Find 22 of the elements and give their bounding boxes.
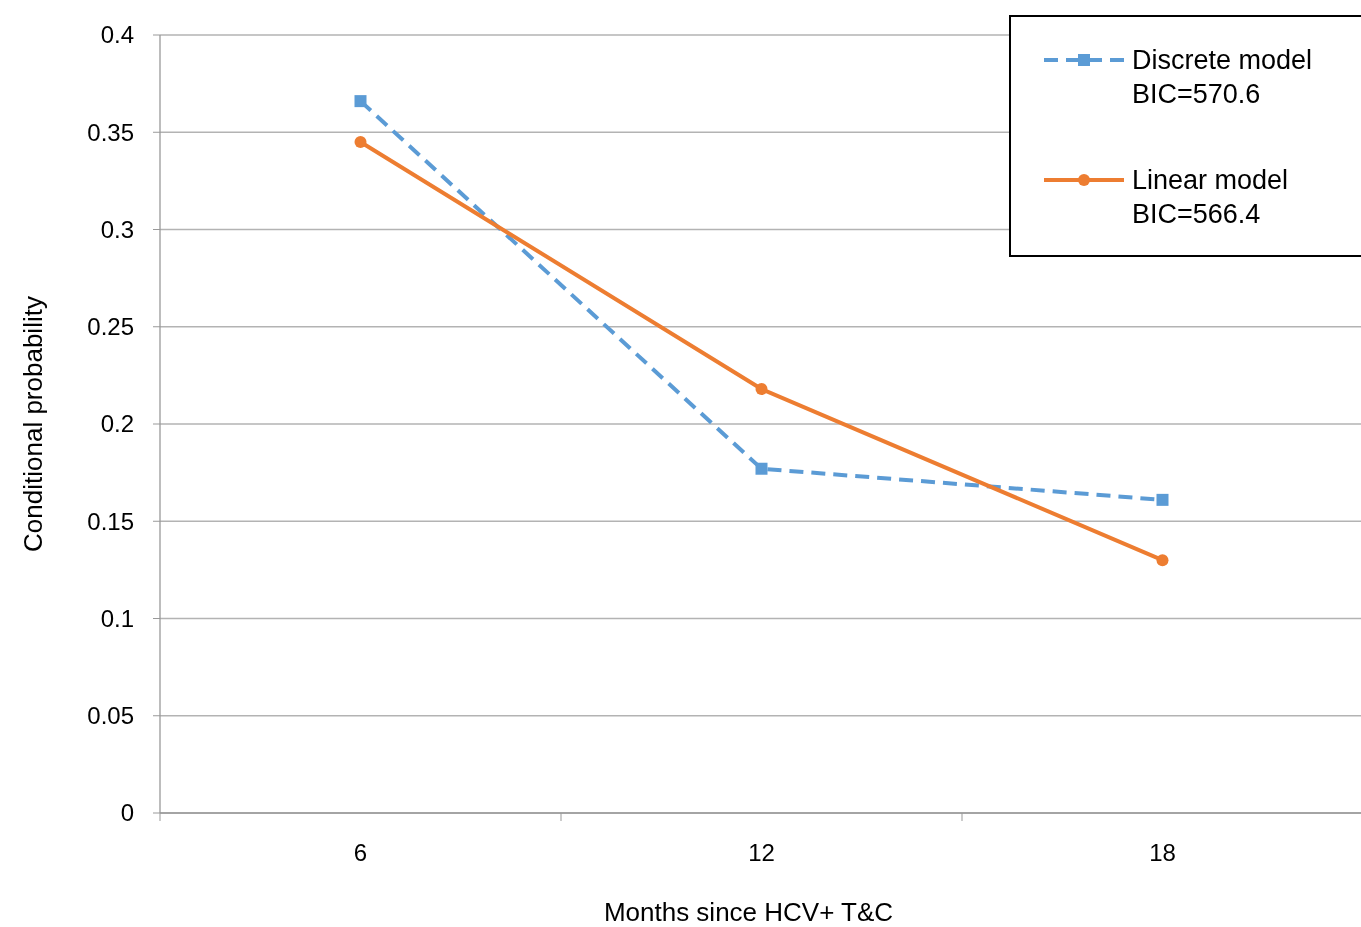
y-tick-label: 0.15 [87, 507, 134, 535]
point [1156, 493, 1169, 506]
x-tick-label: 6 [353, 839, 368, 866]
y-tick-label: 0 [120, 799, 134, 827]
y-tick-label: 0.1 [100, 604, 134, 632]
y-tick-label: 0.2 [100, 410, 134, 438]
y-tick-label: 0.3 [100, 215, 134, 243]
point [354, 95, 367, 108]
point [755, 382, 768, 395]
y-axis-title: Conditional probability [18, 296, 48, 552]
y-tick-label: 0.35 [87, 118, 134, 146]
y-tick-label: 0.25 [87, 313, 134, 341]
point [755, 462, 768, 475]
legend-label: Discrete model BIC=570.6 [1132, 45, 1313, 109]
point [1156, 554, 1169, 567]
point [354, 135, 367, 148]
x-tick-label: 18 [1149, 839, 1176, 866]
y-tick-label: 0.4 [100, 21, 134, 49]
x-axis-title: Months since HCV+ T&C [603, 897, 894, 927]
x-tick-label: 12 [748, 839, 775, 866]
y-tick-label: 0.05 [87, 702, 134, 730]
legend-label: Linear model BIC=566.4 [1132, 165, 1289, 229]
